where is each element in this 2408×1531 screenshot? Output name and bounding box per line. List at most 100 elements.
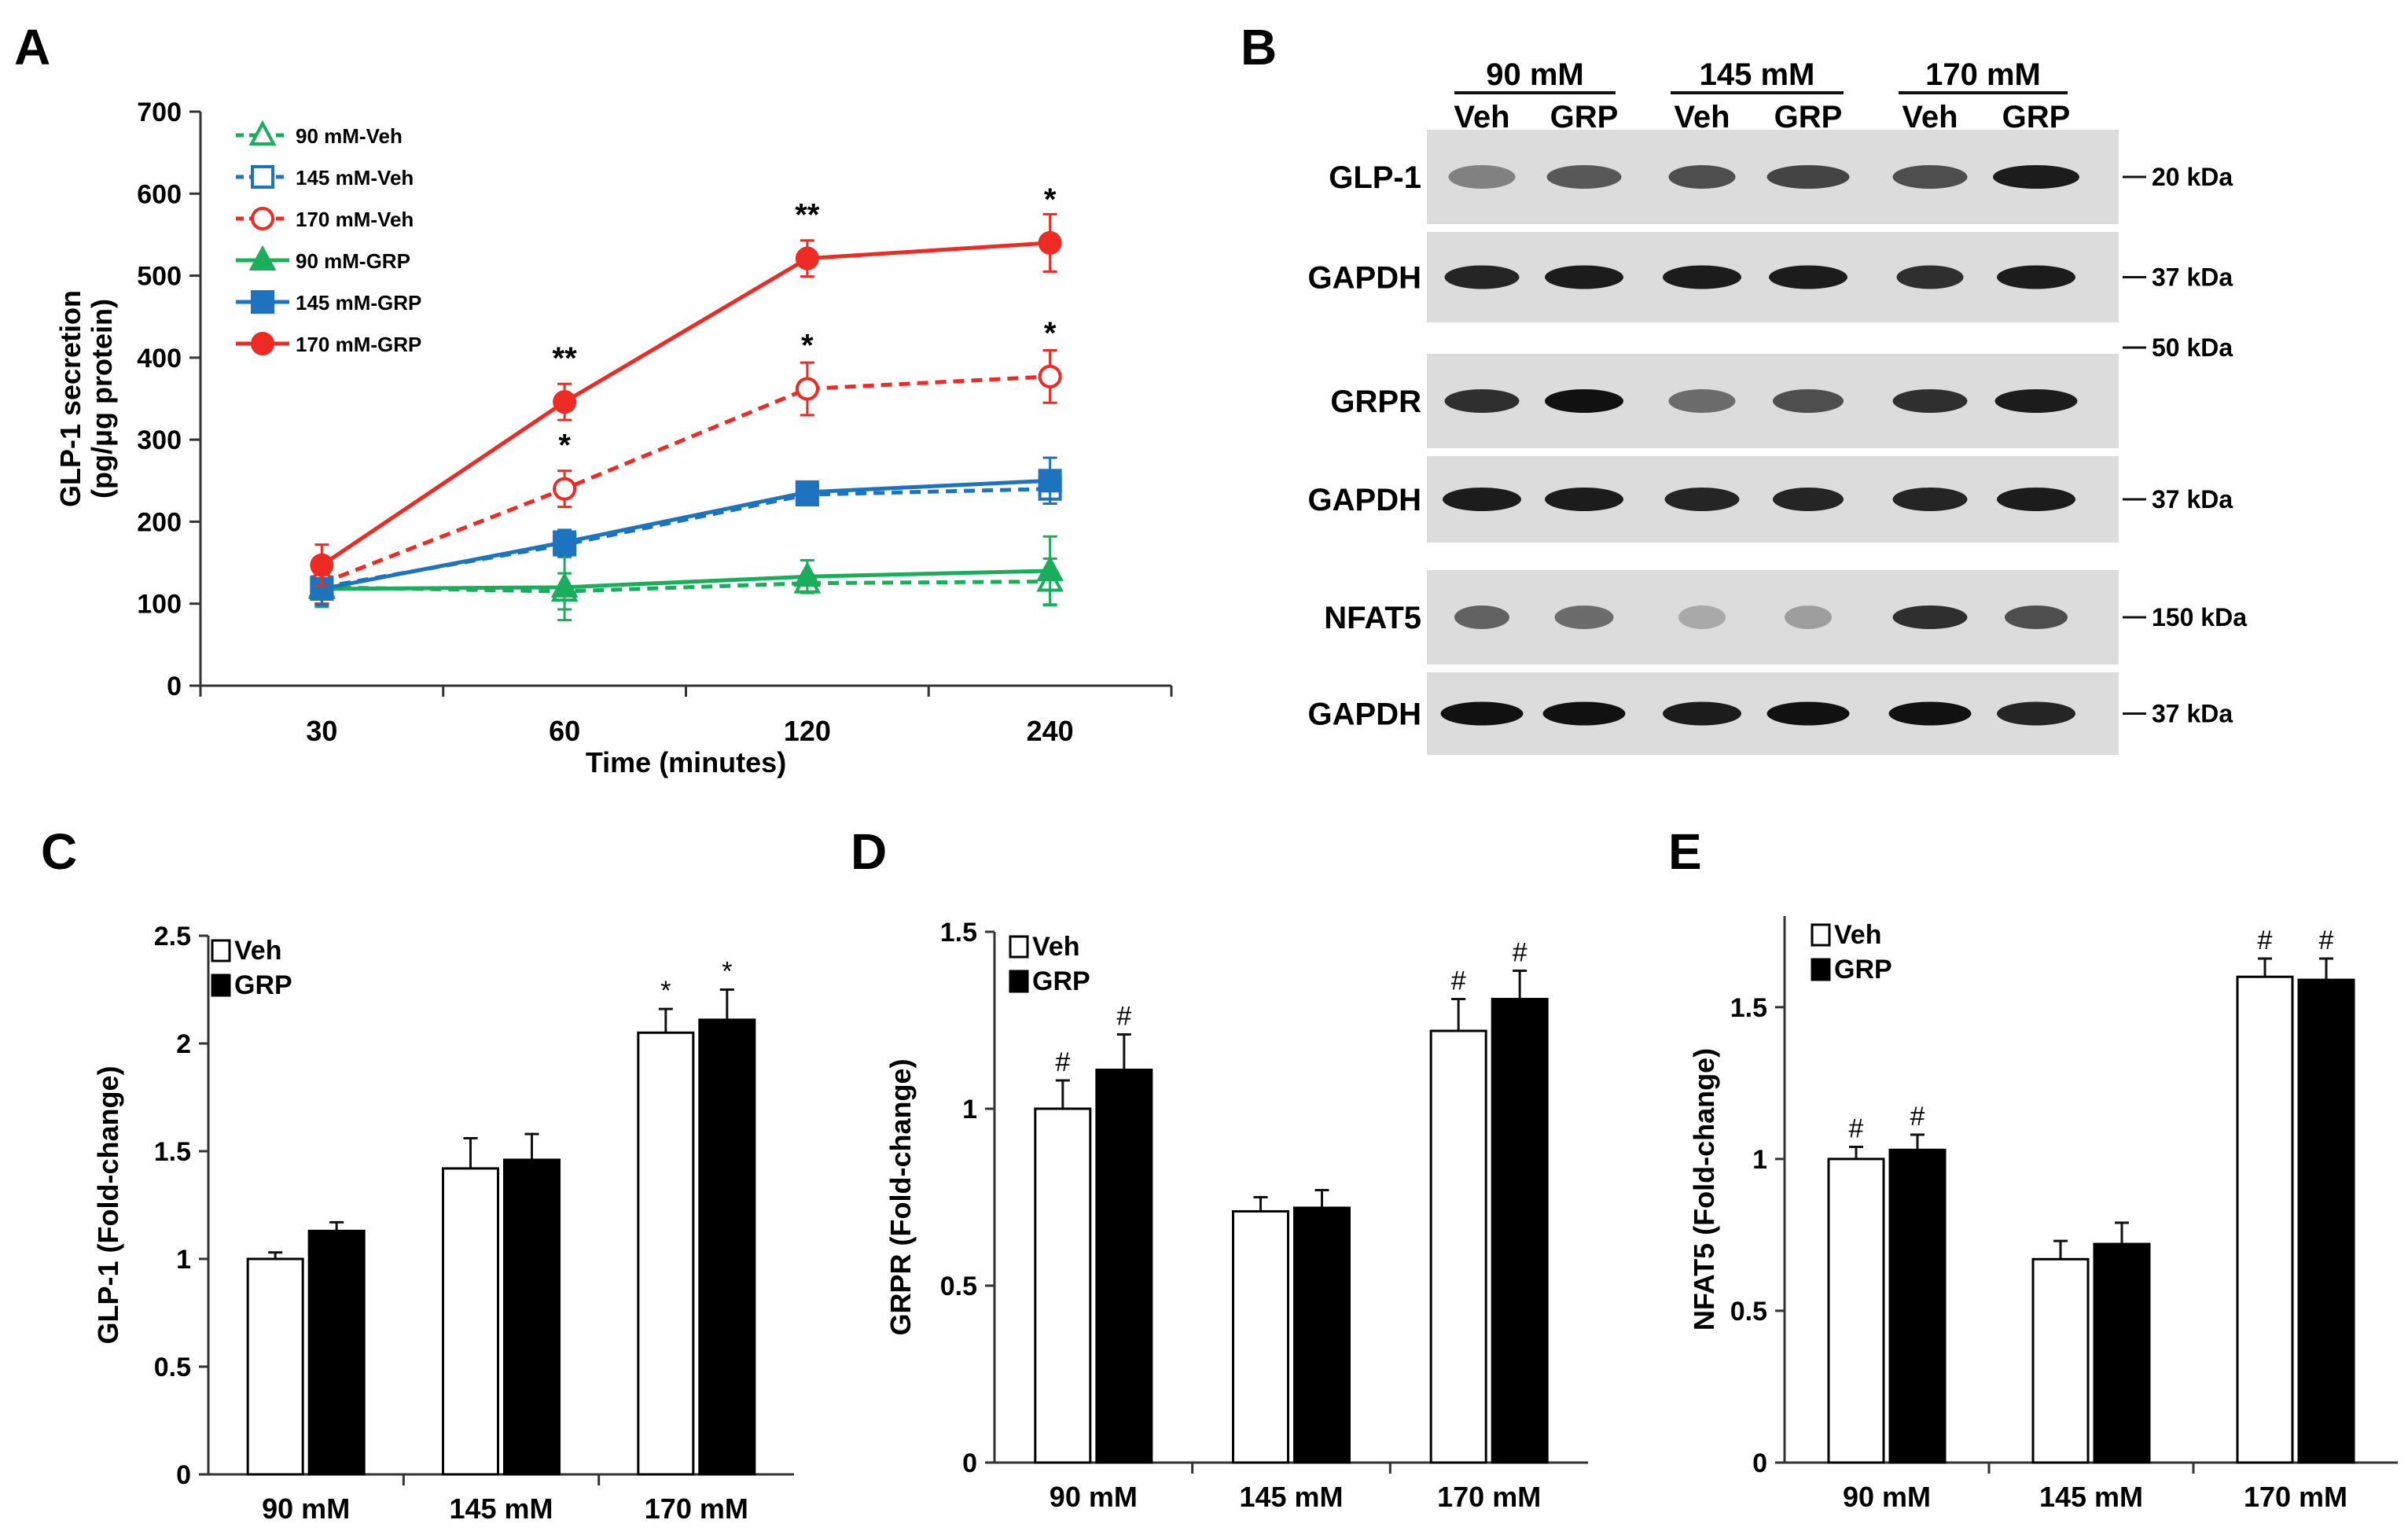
legend-item-145-mm-veh: 145 mM-Veh	[236, 165, 414, 190]
y-tick-label: 1.5	[940, 918, 977, 948]
legend-item-veh: Veh	[1811, 920, 1881, 950]
blot-lane-label-grp: GRP	[1550, 100, 1619, 134]
blot-lane-label-grp: GRP	[1774, 100, 1843, 134]
blot-lane-label-grp: GRP	[2002, 100, 2071, 134]
bar-veh-170-mm: #	[2236, 926, 2294, 1464]
significance-mark: **	[795, 198, 820, 233]
mw-marker-label: 20 kDa	[2152, 163, 2233, 191]
blot-band	[1888, 701, 1972, 726]
panel-d-bar-chart: 0 0.5 1 1.5 90 mM 145 mM 170 mM GRPR (Fold-chan…	[884, 918, 1588, 1513]
blot-row-glp-1: GLP-1 20 kDa	[1329, 130, 2233, 224]
blot-row-label: GAPDH	[1308, 261, 1421, 296]
y-tick-label: 2	[176, 1029, 191, 1059]
data-point-170-mm-grp	[1038, 230, 1062, 255]
blot-band	[1892, 389, 1968, 413]
blot-band	[1444, 265, 1520, 289]
bar-veh-170-mm: #	[1429, 966, 1487, 1464]
bar-rect	[442, 1167, 499, 1476]
legend-label: Veh	[234, 936, 281, 966]
legend-item-veh: Veh	[1009, 932, 1079, 962]
legend-swatch	[1009, 970, 1029, 993]
legend-item-grp: GRP	[1009, 966, 1090, 996]
x-tick-label: 90 mM	[1050, 1481, 1138, 1513]
legend-marker	[251, 165, 274, 189]
y-tick-label: 400	[137, 344, 182, 374]
panel-label-e: E	[1668, 823, 1702, 880]
y-tick-label: 2.5	[154, 922, 191, 951]
bar-rect	[1888, 1148, 1947, 1464]
significance-mark: #	[1513, 938, 1528, 968]
bar-rect	[1232, 1210, 1289, 1464]
blot-row-label: GLP-1	[1329, 160, 1421, 195]
blot-row-label: GRPR	[1330, 385, 1421, 419]
series-line-145-mm-veh	[321, 487, 1050, 590]
legend-item-170-mm-veh: 170 mM-Veh	[236, 207, 414, 231]
panel-label-d: D	[851, 823, 887, 880]
bar-rect	[2297, 978, 2355, 1464]
series-170-mm-grp	[310, 212, 1062, 587]
bar-rect	[1293, 1206, 1351, 1464]
legend-label: 170 mM-Veh	[296, 208, 414, 231]
blot-band	[1769, 265, 1847, 289]
x-tick-label: 145 mM	[2039, 1481, 2143, 1513]
blot-band	[1993, 165, 2079, 189]
bar-grp-145-mm	[1293, 1189, 1351, 1464]
legend-item-grp: GRP	[211, 970, 292, 1000]
mw-marker-label: 150 kDa	[2152, 603, 2247, 631]
bar-veh-145-mm	[1232, 1196, 1289, 1464]
blot-band	[1664, 488, 1740, 511]
legend-label: 145 mM-Veh	[296, 166, 414, 190]
series-line-170-mm-veh	[321, 374, 1050, 585]
blot-band	[1892, 605, 1968, 629]
bar-veh-90-mm	[246, 1251, 304, 1476]
blot-band	[1545, 488, 1623, 511]
legend-label: 90 mM-Veh	[296, 124, 403, 148]
x-axis-title: Time (minutes)	[586, 746, 786, 778]
bar-veh-145-mm	[2031, 1239, 2090, 1464]
bar-rect	[1491, 998, 1549, 1464]
blot-row-label: GAPDH	[1308, 697, 1421, 732]
data-point-170-mm-veh	[553, 477, 577, 501]
blot-lane-label-veh: Veh	[1902, 100, 1958, 134]
blot-row-grpr: GRPR 50 kDa	[1330, 333, 2233, 448]
legend-item-veh: Veh	[211, 936, 281, 966]
data-point-145-mm-grp	[1038, 469, 1062, 493]
data-point-170-mm-veh	[795, 377, 819, 401]
series-line-90-mm-grp	[322, 569, 1050, 591]
blot-band	[1448, 165, 1516, 189]
series-line-170-mm-grp	[320, 241, 1050, 567]
series-line-145-mm-grp	[321, 478, 1050, 591]
significance-mark: #	[1055, 1047, 1070, 1077]
legend-label: 170 mM-GRP	[296, 333, 421, 356]
blot-row-gapdh: GAPDH 37 kDa	[1308, 232, 2233, 322]
data-point-170-mm-grp	[795, 246, 819, 271]
blot-lane-label-veh: Veh	[1674, 100, 1730, 134]
bar-rect	[1034, 1107, 1092, 1464]
data-point-170-mm-grp	[310, 553, 334, 577]
y-tick-label: 600	[137, 179, 182, 209]
legend-swatch	[1009, 935, 1029, 959]
legend-label: Veh	[1834, 920, 1881, 950]
x-tick-label: 60	[549, 715, 580, 747]
blot-band	[1896, 265, 1964, 289]
series-145-mm-veh	[310, 473, 1062, 605]
significance-mark: *	[1044, 182, 1057, 217]
legend-swatch	[1811, 923, 1831, 947]
y-tick-label: 0	[167, 672, 182, 701]
bar-rect	[307, 1229, 366, 1476]
y-tick-label: 1.5	[154, 1137, 191, 1167]
y-tick-label: 300	[137, 425, 182, 455]
bar-veh-170-mm: *	[637, 976, 695, 1476]
blot-band	[1546, 165, 1622, 189]
bar-veh-90-mm: #	[1034, 1047, 1092, 1464]
y-tick-label: 100	[137, 590, 182, 620]
y-tick-label: 200	[137, 507, 182, 537]
blot-band	[1440, 701, 1524, 726]
legend-item-170-mm-grp: 170 mM-GRP	[236, 332, 421, 356]
y-tick-label: 0	[1752, 1448, 1767, 1478]
bar-grp-90-mm: #	[1888, 1102, 1947, 1464]
blot-band	[1892, 165, 1968, 189]
blot-band	[1443, 488, 1521, 511]
